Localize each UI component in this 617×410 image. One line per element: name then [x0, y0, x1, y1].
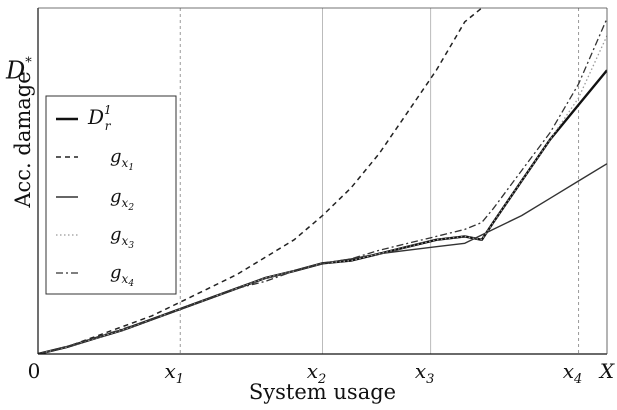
- x-axis-title: System usage: [249, 380, 396, 404]
- vertical-markers: [179, 8, 580, 354]
- series-line-3: [38, 163, 607, 354]
- series-line-4: [38, 35, 607, 354]
- legend-label-1: D1 r: [87, 103, 112, 133]
- series-group: [38, 8, 607, 354]
- tick-labels: 0 x1 x2 x3 x4 XD*: [5, 55, 615, 387]
- series-line-5: [38, 18, 607, 354]
- x-tick-label-1: 0: [28, 359, 41, 383]
- axes: [37, 7, 608, 355]
- series-line-2: [38, 8, 483, 354]
- x-tick-label-6: X: [598, 359, 615, 383]
- legend-box: [45, 95, 177, 295]
- y-axis-title: Acc. damage: [11, 71, 35, 208]
